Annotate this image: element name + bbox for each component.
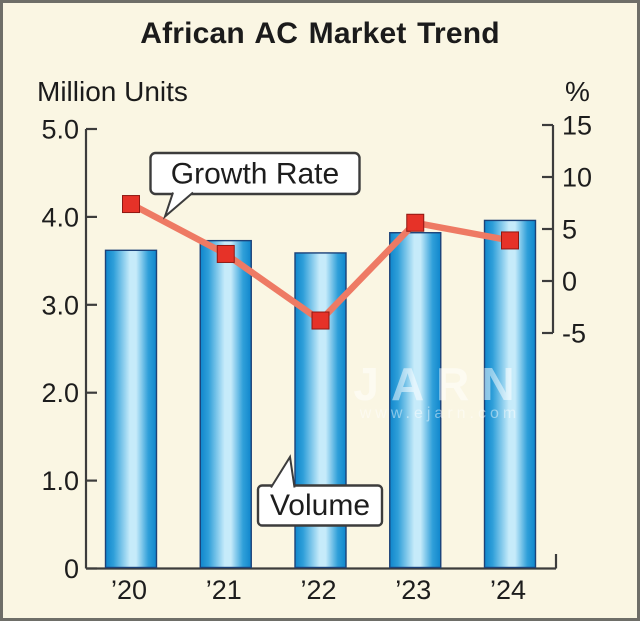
growth-rate-marker-2 (216, 244, 235, 263)
watermark-text: JARN (353, 358, 526, 410)
volume-callout-box (256, 484, 384, 527)
volume-bar-5 (483, 219, 537, 569)
volume-bar-2 (199, 239, 252, 569)
growth-rate-callout-box (149, 151, 361, 196)
right-axis-title: % (565, 76, 590, 107)
right-tick-label: 15 (562, 111, 592, 141)
volume-callout: Volume (256, 454, 384, 527)
right-tick-label: 0 (562, 267, 577, 297)
watermark-url: www.ejarn.com (359, 405, 520, 422)
growth-rate-marker-4 (406, 213, 425, 232)
growth-rate-marker-5 (501, 231, 519, 250)
left-tick-label: 5.0 (41, 115, 79, 145)
left-axis-title: Million Units (37, 76, 188, 107)
left-tick-label: 1.0 (41, 466, 79, 496)
volume-bar-4 (389, 232, 442, 569)
left-tick-label: 2.0 (41, 378, 79, 408)
left-tick-label: 4.0 (41, 202, 79, 232)
x-category-label: ’20 (111, 575, 147, 605)
x-category-label: ’24 (490, 575, 526, 605)
growth-rate-callout-tail (162, 191, 194, 220)
axes (84, 123, 558, 570)
volume-callout-label: Volume (270, 489, 370, 522)
right-tick-label: 10 (562, 163, 592, 193)
growth-rate-callout-label: Growth Rate (171, 158, 339, 191)
x-category-label: ’23 (395, 575, 431, 605)
growth-rate-callout: Growth Rate (149, 151, 361, 220)
left-tick-label: 3.0 (41, 290, 79, 320)
volume-callout-tail (270, 454, 296, 489)
growth-rate-marker-3 (311, 311, 330, 330)
growth-rate-marker-1 (122, 195, 140, 214)
chart-title: African AC Market Trend (140, 17, 500, 50)
right-tick-label: 5 (562, 215, 577, 245)
right-tick-label: -5 (562, 319, 586, 349)
left-tick-label: 0 (64, 554, 79, 584)
volume-bar-1 (104, 249, 158, 569)
x-category-label: ’21 (206, 575, 242, 605)
x-category-label: ’22 (300, 575, 336, 605)
